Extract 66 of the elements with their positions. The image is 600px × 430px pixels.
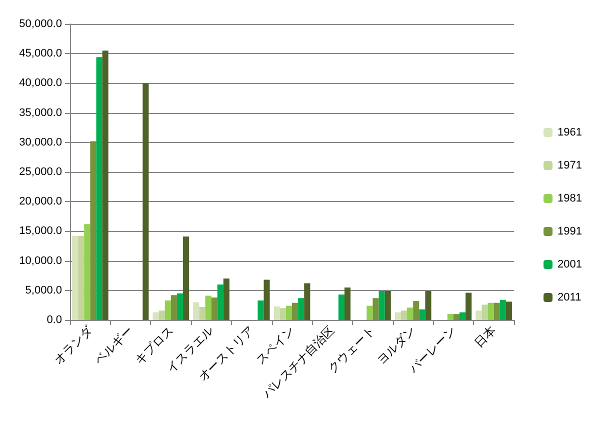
bar (158, 310, 165, 320)
y-tick-label: 5,000.0 (25, 284, 62, 296)
bar (378, 290, 385, 320)
y-tick-label: 25,000.0 (19, 166, 62, 178)
bar (494, 302, 500, 320)
bar (223, 278, 230, 320)
bar (176, 293, 184, 320)
bar (72, 236, 78, 320)
bar (84, 224, 90, 320)
y-tick-label: 35,000.0 (19, 106, 62, 119)
legend-label: 1991 (558, 226, 582, 238)
bar (96, 57, 102, 320)
bar (466, 292, 472, 320)
bar (366, 306, 373, 320)
y-tick-label: 40,000.0 (19, 77, 62, 90)
bar (211, 298, 218, 320)
bar (338, 294, 344, 320)
bar (372, 298, 379, 320)
bar (447, 314, 454, 320)
legend-label: 2001 (558, 258, 582, 270)
bar (344, 287, 351, 320)
bar (304, 283, 310, 320)
legend-label: 1971 (558, 160, 582, 172)
y-tick-label: 45,000.0 (19, 48, 62, 60)
bar (482, 304, 488, 320)
y-tick-label: 10,000.0 (19, 254, 62, 267)
y-tick-label: 30,000.0 (19, 136, 62, 148)
bar (453, 314, 460, 320)
bar (274, 306, 280, 320)
bar (506, 302, 512, 320)
bar (142, 83, 149, 320)
bar (258, 300, 264, 320)
bar (292, 302, 298, 320)
bar (183, 236, 190, 320)
y-tick-label: 50,000.0 (19, 18, 62, 30)
bar (425, 290, 432, 320)
legend-label: 2011 (558, 292, 582, 304)
bar (500, 300, 506, 320)
bar (152, 312, 159, 320)
bar (217, 284, 224, 320)
bar (407, 308, 414, 320)
bar (90, 141, 96, 320)
bar (419, 309, 426, 320)
bar (205, 296, 212, 320)
bar (193, 302, 200, 320)
bar (384, 290, 391, 320)
bar (78, 236, 84, 320)
legend-label: 1961 (558, 126, 582, 138)
bar (400, 310, 408, 320)
y-tick-label: 20,000.0 (19, 196, 62, 208)
bar (413, 301, 420, 320)
bar (460, 312, 466, 320)
bar (286, 306, 292, 320)
y-tick-label: 15,000.0 (19, 225, 62, 238)
bar (199, 306, 206, 320)
bar (102, 50, 108, 320)
bar (280, 308, 286, 320)
bar (394, 312, 401, 320)
bar (170, 295, 177, 320)
legend-label: 1981 (558, 192, 582, 204)
bar (488, 302, 494, 320)
bar (298, 298, 304, 320)
x-tick-label: 日本 (472, 323, 499, 350)
bar (476, 310, 482, 320)
bar (264, 280, 270, 320)
bar (164, 300, 171, 320)
